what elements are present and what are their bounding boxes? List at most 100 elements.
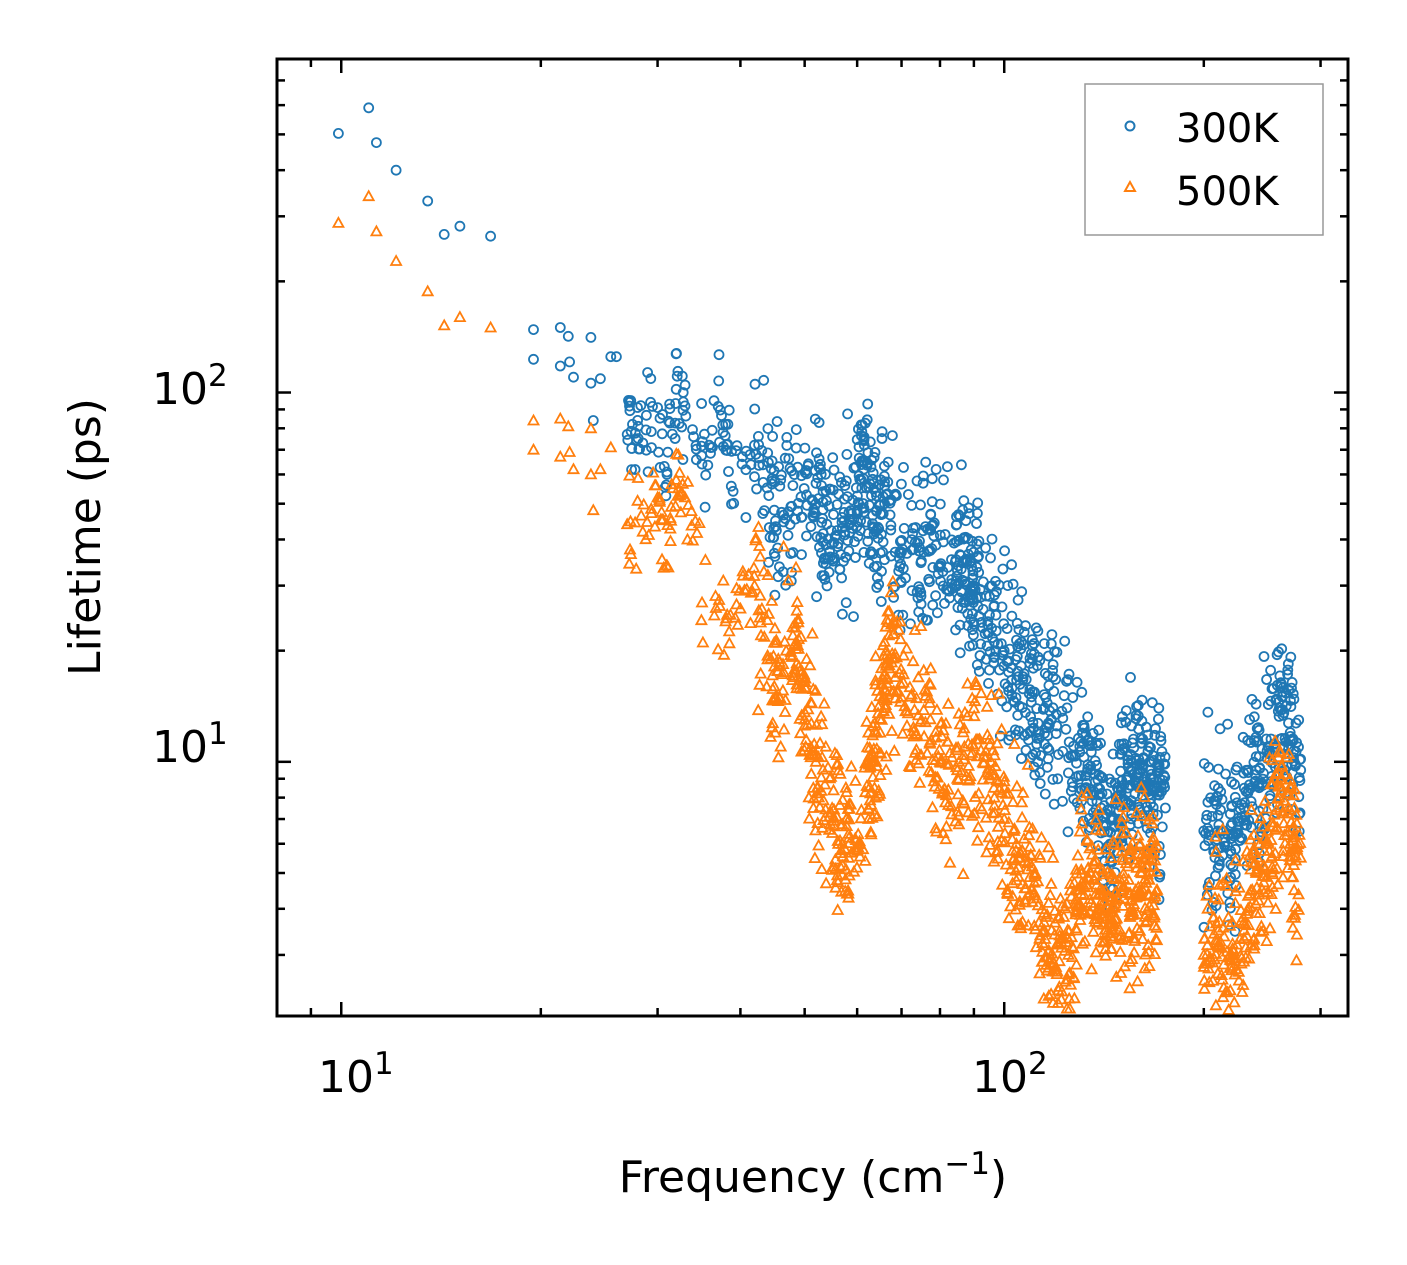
data-point-300k bbox=[924, 576, 935, 588]
data-point-500k bbox=[836, 792, 850, 805]
data-point-300k bbox=[848, 611, 859, 622]
data-point-500k bbox=[622, 468, 637, 481]
data-point-500k bbox=[1030, 891, 1044, 904]
data-point-500k bbox=[875, 713, 889, 725]
data-point-500k bbox=[1137, 790, 1152, 802]
data-point-500k bbox=[1238, 917, 1252, 929]
data-point-300k bbox=[740, 445, 752, 457]
data-point-300k bbox=[1229, 791, 1241, 803]
data-point-300k bbox=[772, 571, 784, 583]
data-point-500k bbox=[917, 663, 931, 676]
data-point-500k bbox=[922, 691, 936, 704]
data-point-500k bbox=[907, 702, 922, 715]
data-point-300k bbox=[930, 463, 942, 475]
data-point-500k bbox=[1281, 800, 1295, 813]
data-point-500k bbox=[870, 683, 885, 696]
data-point-500k bbox=[828, 746, 842, 758]
data-point-300k bbox=[821, 495, 832, 507]
data-point-500k bbox=[856, 842, 870, 855]
data-point-500k bbox=[1276, 870, 1290, 883]
data-point-500k bbox=[713, 599, 727, 611]
data-point-500k bbox=[873, 712, 887, 724]
data-point-500k bbox=[880, 612, 894, 625]
data-point-500k bbox=[1147, 898, 1161, 911]
data-point-500k bbox=[1051, 983, 1065, 996]
data-point-500k bbox=[1243, 899, 1257, 912]
data-point-500k bbox=[1022, 828, 1036, 841]
data-point-300k bbox=[720, 444, 732, 456]
data-point-500k bbox=[879, 749, 893, 762]
data-point-500k bbox=[688, 514, 702, 526]
data-point-500k bbox=[840, 810, 854, 823]
data-point-500k bbox=[1038, 932, 1052, 944]
data-point-500k bbox=[1033, 966, 1047, 979]
data-point-300k bbox=[887, 430, 898, 442]
data-point-500k bbox=[1235, 985, 1249, 997]
data-point-500k bbox=[1240, 844, 1254, 857]
data-point-500k bbox=[952, 817, 966, 830]
data-point-300k bbox=[1212, 843, 1224, 855]
data-point-500k bbox=[887, 616, 901, 629]
data-point-500k bbox=[1034, 830, 1049, 843]
data-point-300k bbox=[934, 498, 946, 510]
data-point-500k bbox=[1148, 947, 1162, 959]
data-point-300k bbox=[1146, 697, 1158, 709]
data-point-300k bbox=[1253, 777, 1265, 789]
data-point-500k bbox=[815, 717, 829, 730]
data-point-300k bbox=[370, 137, 382, 149]
data-point-500k bbox=[838, 884, 852, 896]
data-point-300k bbox=[922, 546, 934, 557]
data-point-500k bbox=[864, 827, 878, 840]
data-point-300k bbox=[1018, 626, 1030, 638]
data-point-300k bbox=[585, 331, 597, 343]
data-point-500k bbox=[1021, 918, 1035, 931]
data-point-500k bbox=[941, 697, 955, 709]
data-point-500k bbox=[788, 620, 802, 633]
data-point-500k bbox=[887, 684, 901, 696]
data-point-500k bbox=[1035, 902, 1049, 915]
data-point-300k bbox=[957, 556, 968, 567]
data-point-300k bbox=[971, 659, 983, 671]
data-point-500k bbox=[604, 440, 618, 453]
data-point-500k bbox=[957, 796, 971, 808]
data-point-300k bbox=[857, 498, 869, 509]
data-point-500k bbox=[1216, 822, 1230, 835]
data-point-500k bbox=[774, 739, 788, 752]
data-point-500k bbox=[1226, 936, 1240, 949]
data-point-300k bbox=[788, 469, 800, 481]
data-point-300k bbox=[969, 584, 981, 595]
data-point-500k bbox=[1025, 821, 1040, 834]
data-point-300k bbox=[1287, 688, 1299, 700]
y-tick-label-10: 101 bbox=[152, 716, 228, 773]
data-point-300k bbox=[917, 477, 929, 489]
data-point-500k bbox=[929, 724, 943, 737]
data-point-500k bbox=[1209, 998, 1223, 1011]
data-point-300k bbox=[660, 479, 672, 491]
data-point-300k bbox=[1057, 746, 1069, 757]
data-point-500k bbox=[867, 754, 881, 767]
data-point-300k bbox=[1030, 622, 1042, 634]
data-point-500k bbox=[1088, 907, 1102, 919]
data-point-300k bbox=[986, 580, 998, 592]
data-point-500k bbox=[1260, 934, 1274, 946]
legend-marker-300k bbox=[1124, 120, 1136, 132]
data-point-500k bbox=[1031, 898, 1045, 911]
data-point-300k bbox=[1060, 723, 1072, 735]
data-point-500k bbox=[1073, 913, 1087, 925]
data-point-300k bbox=[1038, 638, 1050, 649]
data-point-500k bbox=[999, 787, 1013, 799]
data-point-500k bbox=[1067, 875, 1081, 888]
data-point-300k bbox=[1201, 809, 1213, 821]
data-point-500k bbox=[722, 624, 736, 637]
data-point-500k bbox=[952, 754, 966, 767]
data-point-500k bbox=[1229, 884, 1243, 897]
data-point-300k bbox=[554, 322, 566, 333]
data-point-300k bbox=[1117, 711, 1128, 722]
data-point-500k bbox=[681, 498, 695, 510]
data-point-500k bbox=[1003, 899, 1017, 912]
data-point-300k bbox=[727, 485, 739, 497]
data-point-300k bbox=[677, 396, 689, 408]
data-point-500k bbox=[879, 643, 893, 656]
data-point-300k bbox=[839, 480, 851, 492]
data-point-300k bbox=[796, 512, 807, 523]
